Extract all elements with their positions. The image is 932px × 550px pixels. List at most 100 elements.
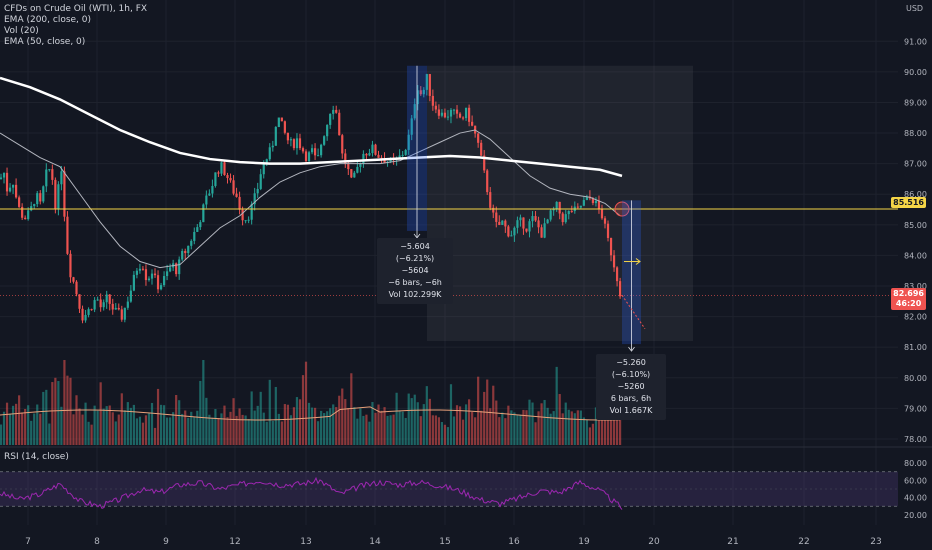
candle-body [262, 162, 265, 175]
candle-body [63, 171, 66, 217]
candle-body [365, 153, 368, 156]
candle-body [36, 193, 39, 205]
candle-body [253, 193, 256, 205]
candle-body [18, 197, 21, 207]
price-tick-label: 84.00 [904, 251, 927, 260]
volume-bar [235, 415, 238, 445]
volume-bar [313, 407, 317, 445]
candle-body [90, 309, 93, 311]
volume-bar [537, 411, 540, 445]
volume-bar [507, 405, 510, 445]
volume-bar [60, 406, 63, 445]
volume-bar [410, 398, 413, 445]
volume-bar [265, 421, 268, 445]
volume-bar [156, 388, 160, 445]
price-tick-label: 80.00 [904, 374, 927, 383]
volume-bar [39, 413, 42, 445]
horizontal-arrow-head [635, 258, 641, 265]
volume-bar [468, 399, 471, 445]
volume-bar [425, 386, 428, 445]
volume-bar [184, 410, 187, 445]
candle-body [344, 153, 347, 165]
candle-body [102, 302, 105, 308]
candle-body [498, 221, 501, 225]
candle-body [371, 144, 374, 154]
volume-bar [570, 411, 573, 445]
candle-body [413, 104, 416, 119]
candle-body [8, 187, 12, 192]
time-axis: 7 8 9 12 13 14 15 16 19 20 21 22 23 [25, 537, 882, 547]
volume-bar [87, 421, 90, 445]
candle-body [105, 294, 108, 303]
volume-bar [528, 399, 531, 445]
price-tick-label: 87.00 [904, 160, 927, 169]
volume-bar [501, 412, 504, 445]
time-tick-label: 15 [439, 537, 450, 547]
candle-body [455, 109, 459, 114]
volume-bar [389, 415, 392, 445]
candle-body [147, 278, 151, 281]
vol-legend[interactable]: Vol (20) [4, 26, 39, 36]
candle-body [138, 268, 142, 271]
time-tick-label: 22 [798, 537, 809, 547]
candle-body [141, 268, 145, 270]
rsi-legend[interactable]: RSI (14, close) [4, 452, 69, 462]
candle-body [495, 212, 498, 222]
candle-body [477, 133, 480, 143]
candle-body [615, 267, 619, 282]
candle-body [510, 235, 513, 237]
measure-tools[interactable] [407, 65, 646, 352]
volume-bar [262, 412, 265, 445]
ema200-legend[interactable]: EMA (200, close, 0) [4, 15, 92, 25]
volume-bar [374, 412, 377, 445]
candle-body [558, 201, 561, 214]
candle-body [431, 95, 434, 106]
candle-body [612, 255, 616, 268]
volume-bar [138, 416, 142, 445]
volume-bar [344, 399, 347, 445]
candle-body [464, 107, 468, 119]
candle-body [567, 211, 570, 215]
volume-bar [48, 423, 51, 445]
time-tick-label: 7 [25, 537, 31, 547]
horizontal-lines[interactable] [0, 201, 898, 296]
volume-bar [398, 410, 401, 445]
volume-bar [495, 400, 498, 445]
tooltip-line: −5.260 (−6.10%) −5260 [611, 358, 651, 391]
candle-body [286, 132, 289, 141]
measure-tooltip-left: −5.604 (−6.21%) −5604 −6 bars, −6h Vol 1… [377, 238, 453, 304]
candle-body [223, 162, 226, 176]
candle-body [24, 217, 27, 220]
volume-bar [329, 408, 332, 445]
candle-body [217, 172, 220, 174]
tooltip-line: −5.604 (−6.21%) −5604 [395, 242, 435, 275]
candle-body [329, 113, 332, 125]
candle-body [81, 308, 84, 321]
volume-bar [395, 392, 398, 445]
candle-body [153, 273, 157, 276]
volume-bar [483, 391, 486, 445]
candle-body [42, 186, 45, 202]
candle-body [117, 307, 120, 310]
volume-bar [93, 405, 96, 445]
candle-body [543, 223, 546, 238]
candle-body [21, 206, 24, 218]
candle-body [301, 148, 305, 152]
volume-bar [392, 414, 395, 445]
volume-bar [434, 415, 437, 445]
volume-bar [461, 419, 465, 445]
candle-body [78, 294, 81, 309]
volume-bar [21, 412, 24, 445]
candle-body [585, 196, 588, 201]
candle-body [274, 126, 277, 146]
candle-body [549, 210, 552, 220]
candle-body [175, 263, 178, 275]
symbol-title[interactable]: CFDs on Crude Oil (WTI), 1h, FX [4, 4, 148, 14]
ema50-legend[interactable]: EMA (50, close, 0) [4, 37, 86, 47]
volume-bar [81, 414, 84, 445]
ema-lines [0, 76, 623, 269]
candle-body [540, 227, 543, 238]
volume-bar [428, 398, 431, 445]
candle-body [39, 193, 42, 202]
